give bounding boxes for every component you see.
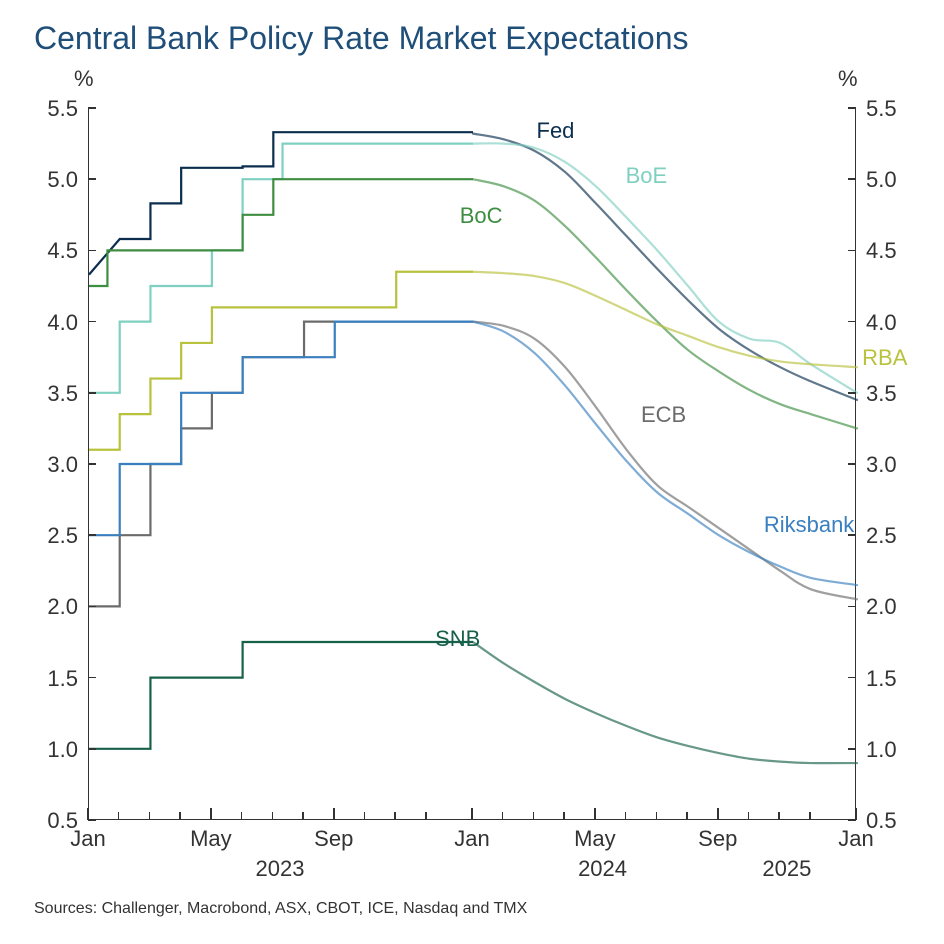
x-tick-minor bbox=[149, 812, 151, 820]
x-tick-minor bbox=[394, 812, 396, 820]
y-tick bbox=[848, 178, 856, 180]
y-tick bbox=[88, 463, 96, 465]
y-tick-label-right: 4.0 bbox=[866, 310, 897, 336]
x-tick-minor bbox=[656, 812, 658, 820]
y-tick bbox=[848, 463, 856, 465]
y-tick-label-left: 5.0 bbox=[47, 167, 78, 193]
x-tick-minor bbox=[179, 812, 181, 820]
y-tick-label-left: 3.0 bbox=[47, 452, 78, 478]
y-tick-label-left: 4.0 bbox=[47, 310, 78, 336]
y-tick-label-right: 2.5 bbox=[866, 523, 897, 549]
y-tick-label-left: 1.5 bbox=[47, 666, 78, 692]
x-tick bbox=[87, 808, 89, 820]
y-tick bbox=[848, 392, 856, 394]
series-label-boc: BoC bbox=[460, 203, 503, 229]
y-tick-label-right: 2.0 bbox=[866, 594, 897, 620]
x-tick-minor bbox=[778, 812, 780, 820]
y-tick bbox=[88, 606, 96, 608]
x-tick-minor bbox=[118, 812, 120, 820]
x-tick bbox=[855, 808, 857, 820]
x-tick-minor bbox=[625, 812, 627, 820]
y-tick bbox=[88, 534, 96, 536]
x-tick-label: Sep bbox=[314, 826, 353, 852]
y-tick bbox=[88, 748, 96, 750]
x-tick-minor bbox=[686, 812, 688, 820]
y-tick-label-left: 1.0 bbox=[47, 737, 78, 763]
x-year-label: 2023 bbox=[256, 856, 305, 882]
series-line-riksbank bbox=[89, 322, 473, 536]
series-label-snb: SNB bbox=[435, 626, 480, 652]
y-tick-label-right: 5.0 bbox=[866, 167, 897, 193]
x-tick bbox=[210, 808, 212, 820]
y-tick-label-left: 3.5 bbox=[47, 381, 78, 407]
y-tick-label-right: 1.5 bbox=[866, 666, 897, 692]
series-label-boe: BoE bbox=[626, 163, 668, 189]
x-tick-label: May bbox=[190, 826, 232, 852]
y-tick bbox=[88, 819, 96, 821]
y-tick-label-right: 3.0 bbox=[866, 452, 897, 478]
series-projection-boc bbox=[473, 179, 857, 428]
x-tick-minor bbox=[302, 812, 304, 820]
y-tick bbox=[848, 748, 856, 750]
chart-container: Central Bank Policy Rate Market Expectat… bbox=[0, 0, 944, 944]
series-line-snb bbox=[89, 642, 473, 749]
y-tick-label-right: 4.5 bbox=[866, 238, 897, 264]
y-tick-label-right: 3.5 bbox=[866, 381, 897, 407]
x-tick-minor bbox=[809, 812, 811, 820]
y-tick bbox=[848, 606, 856, 608]
x-tick-minor bbox=[425, 812, 427, 820]
y-tick bbox=[848, 321, 856, 323]
y-tick bbox=[88, 392, 96, 394]
y-tick-label-right: 5.5 bbox=[866, 96, 897, 122]
series-line-fed bbox=[89, 132, 473, 274]
x-tick bbox=[717, 808, 719, 820]
x-tick-minor bbox=[272, 812, 274, 820]
chart-title: Central Bank Policy Rate Market Expectat… bbox=[34, 20, 689, 57]
series-projection-snb bbox=[473, 642, 857, 763]
y-tick bbox=[88, 321, 96, 323]
x-tick-minor bbox=[502, 812, 504, 820]
y-axis-unit-left: % bbox=[74, 66, 94, 92]
x-tick bbox=[333, 808, 335, 820]
x-tick-label: Jan bbox=[454, 826, 489, 852]
series-label-rba: RBA bbox=[862, 345, 907, 371]
y-tick-label-left: 2.0 bbox=[47, 594, 78, 620]
series-label-ecb: ECB bbox=[641, 402, 686, 428]
x-tick-label: Jan bbox=[70, 826, 105, 852]
series-line-rba bbox=[89, 272, 473, 450]
x-tick-minor bbox=[533, 812, 535, 820]
y-tick bbox=[88, 677, 96, 679]
x-year-label: 2024 bbox=[578, 856, 627, 882]
y-axis-unit-right: % bbox=[838, 66, 858, 92]
x-tick-minor bbox=[748, 812, 750, 820]
y-tick-label-left: 5.5 bbox=[47, 96, 78, 122]
x-tick bbox=[594, 808, 596, 820]
x-tick-label: Sep bbox=[698, 826, 737, 852]
y-tick bbox=[848, 677, 856, 679]
x-tick-label: May bbox=[574, 826, 616, 852]
y-tick bbox=[88, 178, 96, 180]
x-tick-minor bbox=[563, 812, 565, 820]
x-tick-label: Jan bbox=[838, 826, 873, 852]
series-line-boe bbox=[89, 144, 473, 393]
y-tick-label-left: 2.5 bbox=[47, 523, 78, 549]
x-tick-minor bbox=[364, 812, 366, 820]
y-tick bbox=[88, 107, 96, 109]
series-line-boc bbox=[89, 179, 473, 286]
y-tick bbox=[848, 250, 856, 252]
series-label-fed: Fed bbox=[537, 118, 575, 144]
y-tick-label-right: 1.0 bbox=[866, 737, 897, 763]
x-tick bbox=[471, 808, 473, 820]
series-label-riksbank: Riksbank bbox=[764, 512, 854, 538]
series-projection-rba bbox=[473, 272, 857, 367]
x-year-label: 2025 bbox=[762, 856, 811, 882]
x-tick-minor bbox=[241, 812, 243, 820]
series-projection-riksbank bbox=[473, 322, 857, 585]
y-tick bbox=[848, 107, 856, 109]
sources-text: Sources: Challenger, Macrobond, ASX, CBO… bbox=[34, 900, 527, 918]
y-tick bbox=[88, 250, 96, 252]
y-tick-label-left: 4.5 bbox=[47, 238, 78, 264]
